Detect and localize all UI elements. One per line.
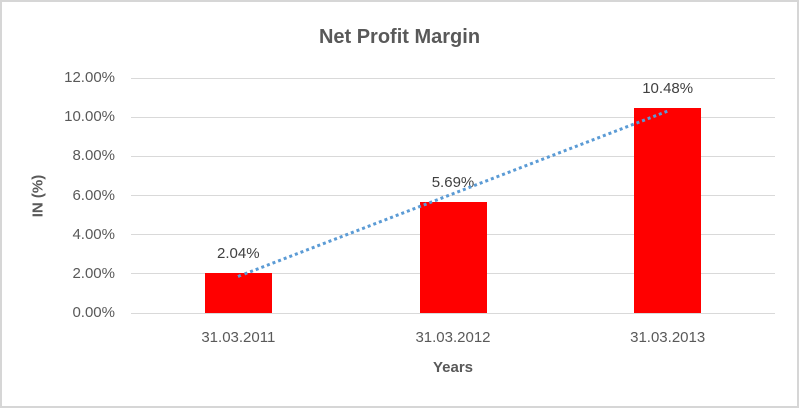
y-tick-label: 4.00% bbox=[72, 225, 115, 243]
bar bbox=[419, 201, 487, 313]
gridline bbox=[131, 155, 775, 157]
x-tick-label: 31.03.2013 bbox=[630, 329, 706, 346]
gridline bbox=[131, 116, 775, 118]
y-tick-label: 10.00% bbox=[64, 108, 115, 126]
chart-title: Net Profit Margin bbox=[318, 26, 481, 48]
y-tick-label: 6.00% bbox=[72, 186, 115, 204]
y-tick-label: 8.00% bbox=[72, 147, 115, 165]
y-tick-label: 0.00% bbox=[72, 304, 115, 321]
gridline bbox=[131, 195, 775, 196]
x-axis-title: Years bbox=[432, 359, 474, 376]
gridline bbox=[131, 77, 775, 79]
x-tick-label: 31.03.2011 bbox=[201, 329, 276, 346]
bar-data-label: 10.48% bbox=[642, 79, 694, 97]
bar-data-label: 5.69% bbox=[431, 173, 475, 191]
y-tick-label: 2.00% bbox=[72, 264, 115, 282]
y-tick-label: 12.00% bbox=[64, 69, 115, 86]
bar bbox=[204, 273, 272, 313]
bar bbox=[634, 107, 702, 313]
gridline bbox=[131, 312, 775, 314]
bar-data-label: 2.04% bbox=[217, 245, 260, 263]
x-tick-label: 31.03.2012 bbox=[415, 329, 491, 346]
plot-area: 2.04% 5.69% 10.48% bbox=[131, 77, 775, 314]
